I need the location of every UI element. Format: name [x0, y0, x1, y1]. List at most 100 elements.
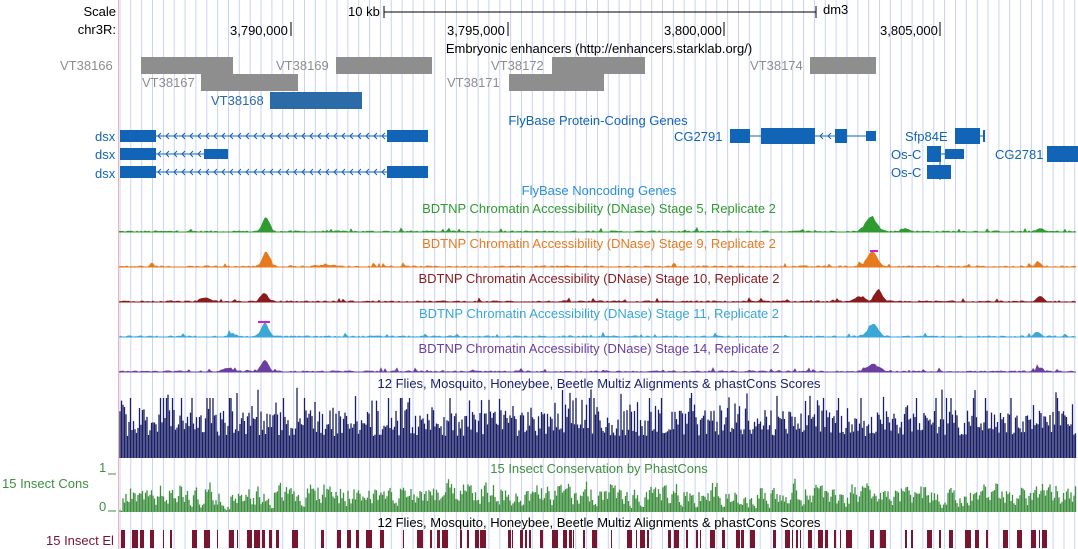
- enhancer-label-vt38171[interactable]: VT38171: [447, 75, 500, 90]
- conserved-element: [870, 530, 874, 548]
- gene-label-dsx-1[interactable]: dsx: [95, 129, 116, 144]
- conserved-element: [1039, 530, 1040, 548]
- enhancer-label-vt38169[interactable]: VT38169: [276, 58, 329, 73]
- enhancer-vt38166: [141, 57, 233, 74]
- dnase-stage11-title[interactable]: BDTNP Chromatin Accessibility (DNase) St…: [418, 306, 780, 321]
- conserved-element: [975, 530, 979, 548]
- strand-arrow: [381, 168, 386, 176]
- conserved-element: [611, 530, 612, 548]
- gene-sfp84e-exon: [983, 130, 985, 142]
- multiz-track-title[interactable]: 12 Flies, Mosquito, Honeybee, Beetle Mul…: [377, 376, 821, 391]
- strand-arrow: [213, 132, 218, 140]
- phastcons-min-label: 0: [99, 499, 107, 514]
- conserved-element: [668, 530, 671, 548]
- conserved-element: [480, 530, 486, 548]
- strand-arrow: [205, 168, 210, 176]
- gene-dsx-3-exon: [387, 166, 428, 178]
- conserved-element: [986, 530, 988, 548]
- conserved-element: [840, 530, 841, 548]
- enhancer-label-vt38172[interactable]: VT38172: [491, 58, 544, 73]
- conserved-element: [552, 530, 558, 548]
- enhancer-label-vt38167[interactable]: VT38167: [142, 75, 195, 90]
- strand-arrow: [253, 168, 258, 176]
- elements-side-label[interactable]: 15 Insect El: [46, 533, 114, 548]
- conserved-element: [430, 530, 432, 548]
- strand-arrow: [341, 132, 346, 140]
- strand-arrow: [229, 132, 234, 140]
- strand-arrow: [181, 168, 186, 176]
- strand-arrow: [373, 132, 378, 140]
- strand-arrow: [325, 168, 330, 176]
- conserved-element: [356, 530, 359, 548]
- gene-label-cg2781[interactable]: CG2781: [995, 147, 1044, 162]
- genes-track-title[interactable]: FlyBase Protein-Coding Genes: [508, 113, 688, 128]
- conserved-element: [204, 530, 210, 548]
- elements-track-title[interactable]: 12 Flies, Mosquito, Honeybee, Beetle Mul…: [377, 515, 821, 530]
- conserved-element: [475, 530, 479, 548]
- conserved-element: [437, 530, 440, 548]
- strand-arrow: [293, 132, 298, 140]
- conserved-element: [905, 530, 907, 548]
- enhancer-vt38174: [810, 57, 876, 74]
- gene-dsx-1-exon: [120, 130, 156, 142]
- dnase-stage5-title[interactable]: BDTNP Chromatin Accessibility (DNase) St…: [422, 201, 776, 216]
- gene-label-dsx-2[interactable]: dsx: [95, 147, 116, 162]
- strand-arrow: [173, 168, 178, 176]
- ruler-position-4: 3,805,000: [880, 23, 938, 38]
- conserved-element: [321, 530, 324, 548]
- conserved-element: [347, 530, 351, 548]
- noncoding-track-title[interactable]: FlyBase Noncoding Genes: [521, 183, 677, 198]
- dnase-stage14-title[interactable]: BDTNP Chromatin Accessibility (DNase) St…: [418, 341, 780, 356]
- enhancer-label-vt38166[interactable]: VT38166: [60, 58, 113, 73]
- dnase-stage9-title[interactable]: BDTNP Chromatin Accessibility (DNase) St…: [422, 236, 776, 251]
- conserved-element: [785, 530, 790, 548]
- strand-arrow: [157, 168, 162, 176]
- enhancer-label-vt38174[interactable]: VT38174: [750, 58, 803, 73]
- strand-arrow: [157, 132, 162, 140]
- conserved-element: [800, 530, 801, 548]
- enhancer-label-vt38168[interactable]: VT38168: [211, 93, 264, 108]
- strand-arrow: [293, 168, 298, 176]
- strand-arrow: [277, 168, 282, 176]
- dnase-stage10-title[interactable]: BDTNP Chromatin Accessibility (DNase) St…: [418, 271, 780, 286]
- gene-os-c-2-exon: [927, 165, 951, 179]
- strand-arrow: [157, 150, 162, 158]
- strand-arrow: [269, 168, 274, 176]
- conserved-element: [529, 530, 531, 548]
- conserved-element: [696, 530, 698, 548]
- conserved-element: [140, 530, 144, 548]
- strand-arrow: [309, 168, 314, 176]
- gene-label-cg2791[interactable]: CG2791: [674, 129, 723, 144]
- strand-arrow: [189, 150, 194, 158]
- strand-arrow: [819, 132, 824, 140]
- ruler-position-2: 3,795,000: [447, 23, 505, 38]
- strand-arrow: [349, 168, 354, 176]
- gene-label-dsx-3[interactable]: dsx: [95, 166, 116, 181]
- conserved-element: [380, 530, 384, 548]
- enhancers-track-title[interactable]: Embryonic enhancers (http://enhancers.st…: [445, 41, 753, 56]
- strand-arrow: [373, 168, 378, 176]
- conserved-element: [403, 530, 404, 548]
- phastcons-track-title[interactable]: 15 Insect Conservation by PhastCons: [490, 461, 708, 476]
- gene-label-os-c-2[interactable]: Os-C: [891, 165, 922, 180]
- enhancer-vt38167: [201, 74, 298, 91]
- conserved-element: [573, 530, 574, 548]
- conserved-element: [640, 530, 645, 548]
- gene-dsx-2-exon: [204, 149, 228, 159]
- strand-arrow: [165, 168, 170, 176]
- dnase-stage10-signal: [119, 288, 1076, 302]
- strand-arrow: [357, 132, 362, 140]
- phastcons-side-label[interactable]: 15 Insect Cons: [2, 476, 89, 491]
- conserved-element: [700, 530, 701, 548]
- strand-arrow: [245, 168, 250, 176]
- gene-label-os-c-1[interactable]: Os-C: [891, 147, 922, 162]
- gene-cg2791-exon: [730, 129, 750, 143]
- conserved-element: [150, 530, 154, 548]
- chrom-label: chr3R:: [77, 22, 116, 37]
- conserved-element: [525, 530, 527, 548]
- dnase-stage9-saturation: [870, 250, 878, 252]
- gene-label-sfp84e[interactable]: Sfp84E: [905, 129, 948, 144]
- ruler-position-3: 3,800,000: [664, 23, 722, 38]
